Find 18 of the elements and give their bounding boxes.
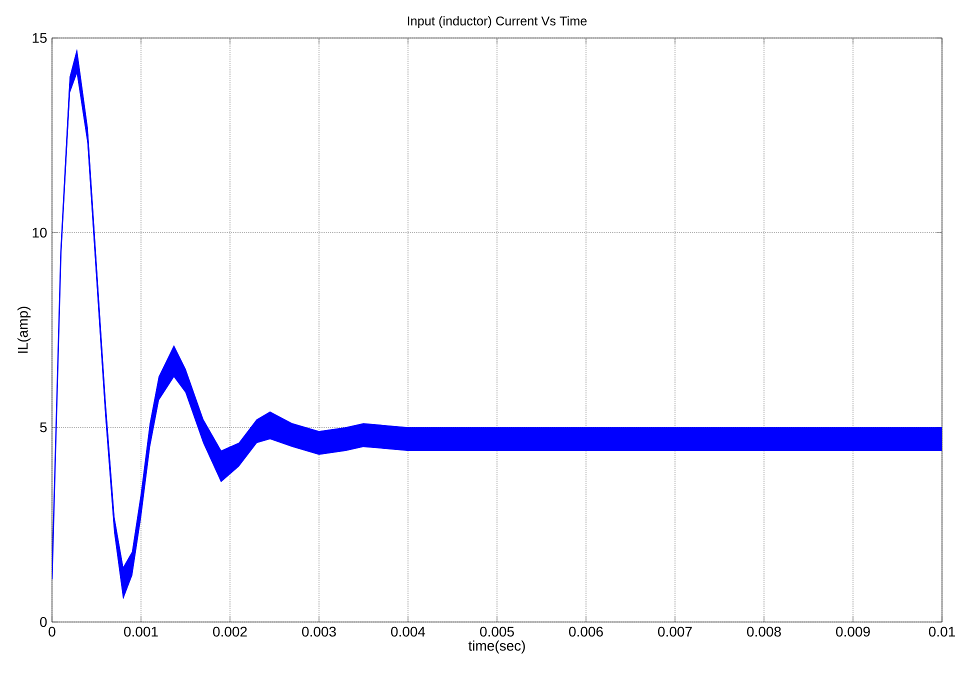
y-tick-label: 15	[32, 33, 47, 43]
x-tick-label: 0.007	[658, 626, 692, 637]
x-tick-label: 0.009	[836, 626, 870, 637]
chart-title: Input (inductor) Current Vs Time	[408, 16, 587, 28]
y-axis-title: IL(amp)	[18, 306, 31, 353]
x-axis-title: time(sec)	[468, 640, 525, 654]
x-tick-label: 0.008	[747, 626, 781, 637]
x-tick-label: 0.005	[480, 626, 514, 637]
x-tick-label: 0	[48, 626, 56, 637]
x-tick-label: 0.006	[569, 626, 603, 637]
y-tick-label: 10	[32, 228, 47, 238]
y-tick-label: 0	[40, 617, 47, 627]
x-tick-label: 0.004	[391, 626, 426, 637]
x-tick-label: 0.002	[213, 626, 247, 637]
x-tick-label: 0.001	[124, 626, 158, 637]
x-tick-label: 0.01	[928, 626, 955, 637]
y-tick-label: 5	[40, 422, 47, 432]
x-tick-label: 0.003	[302, 626, 336, 637]
